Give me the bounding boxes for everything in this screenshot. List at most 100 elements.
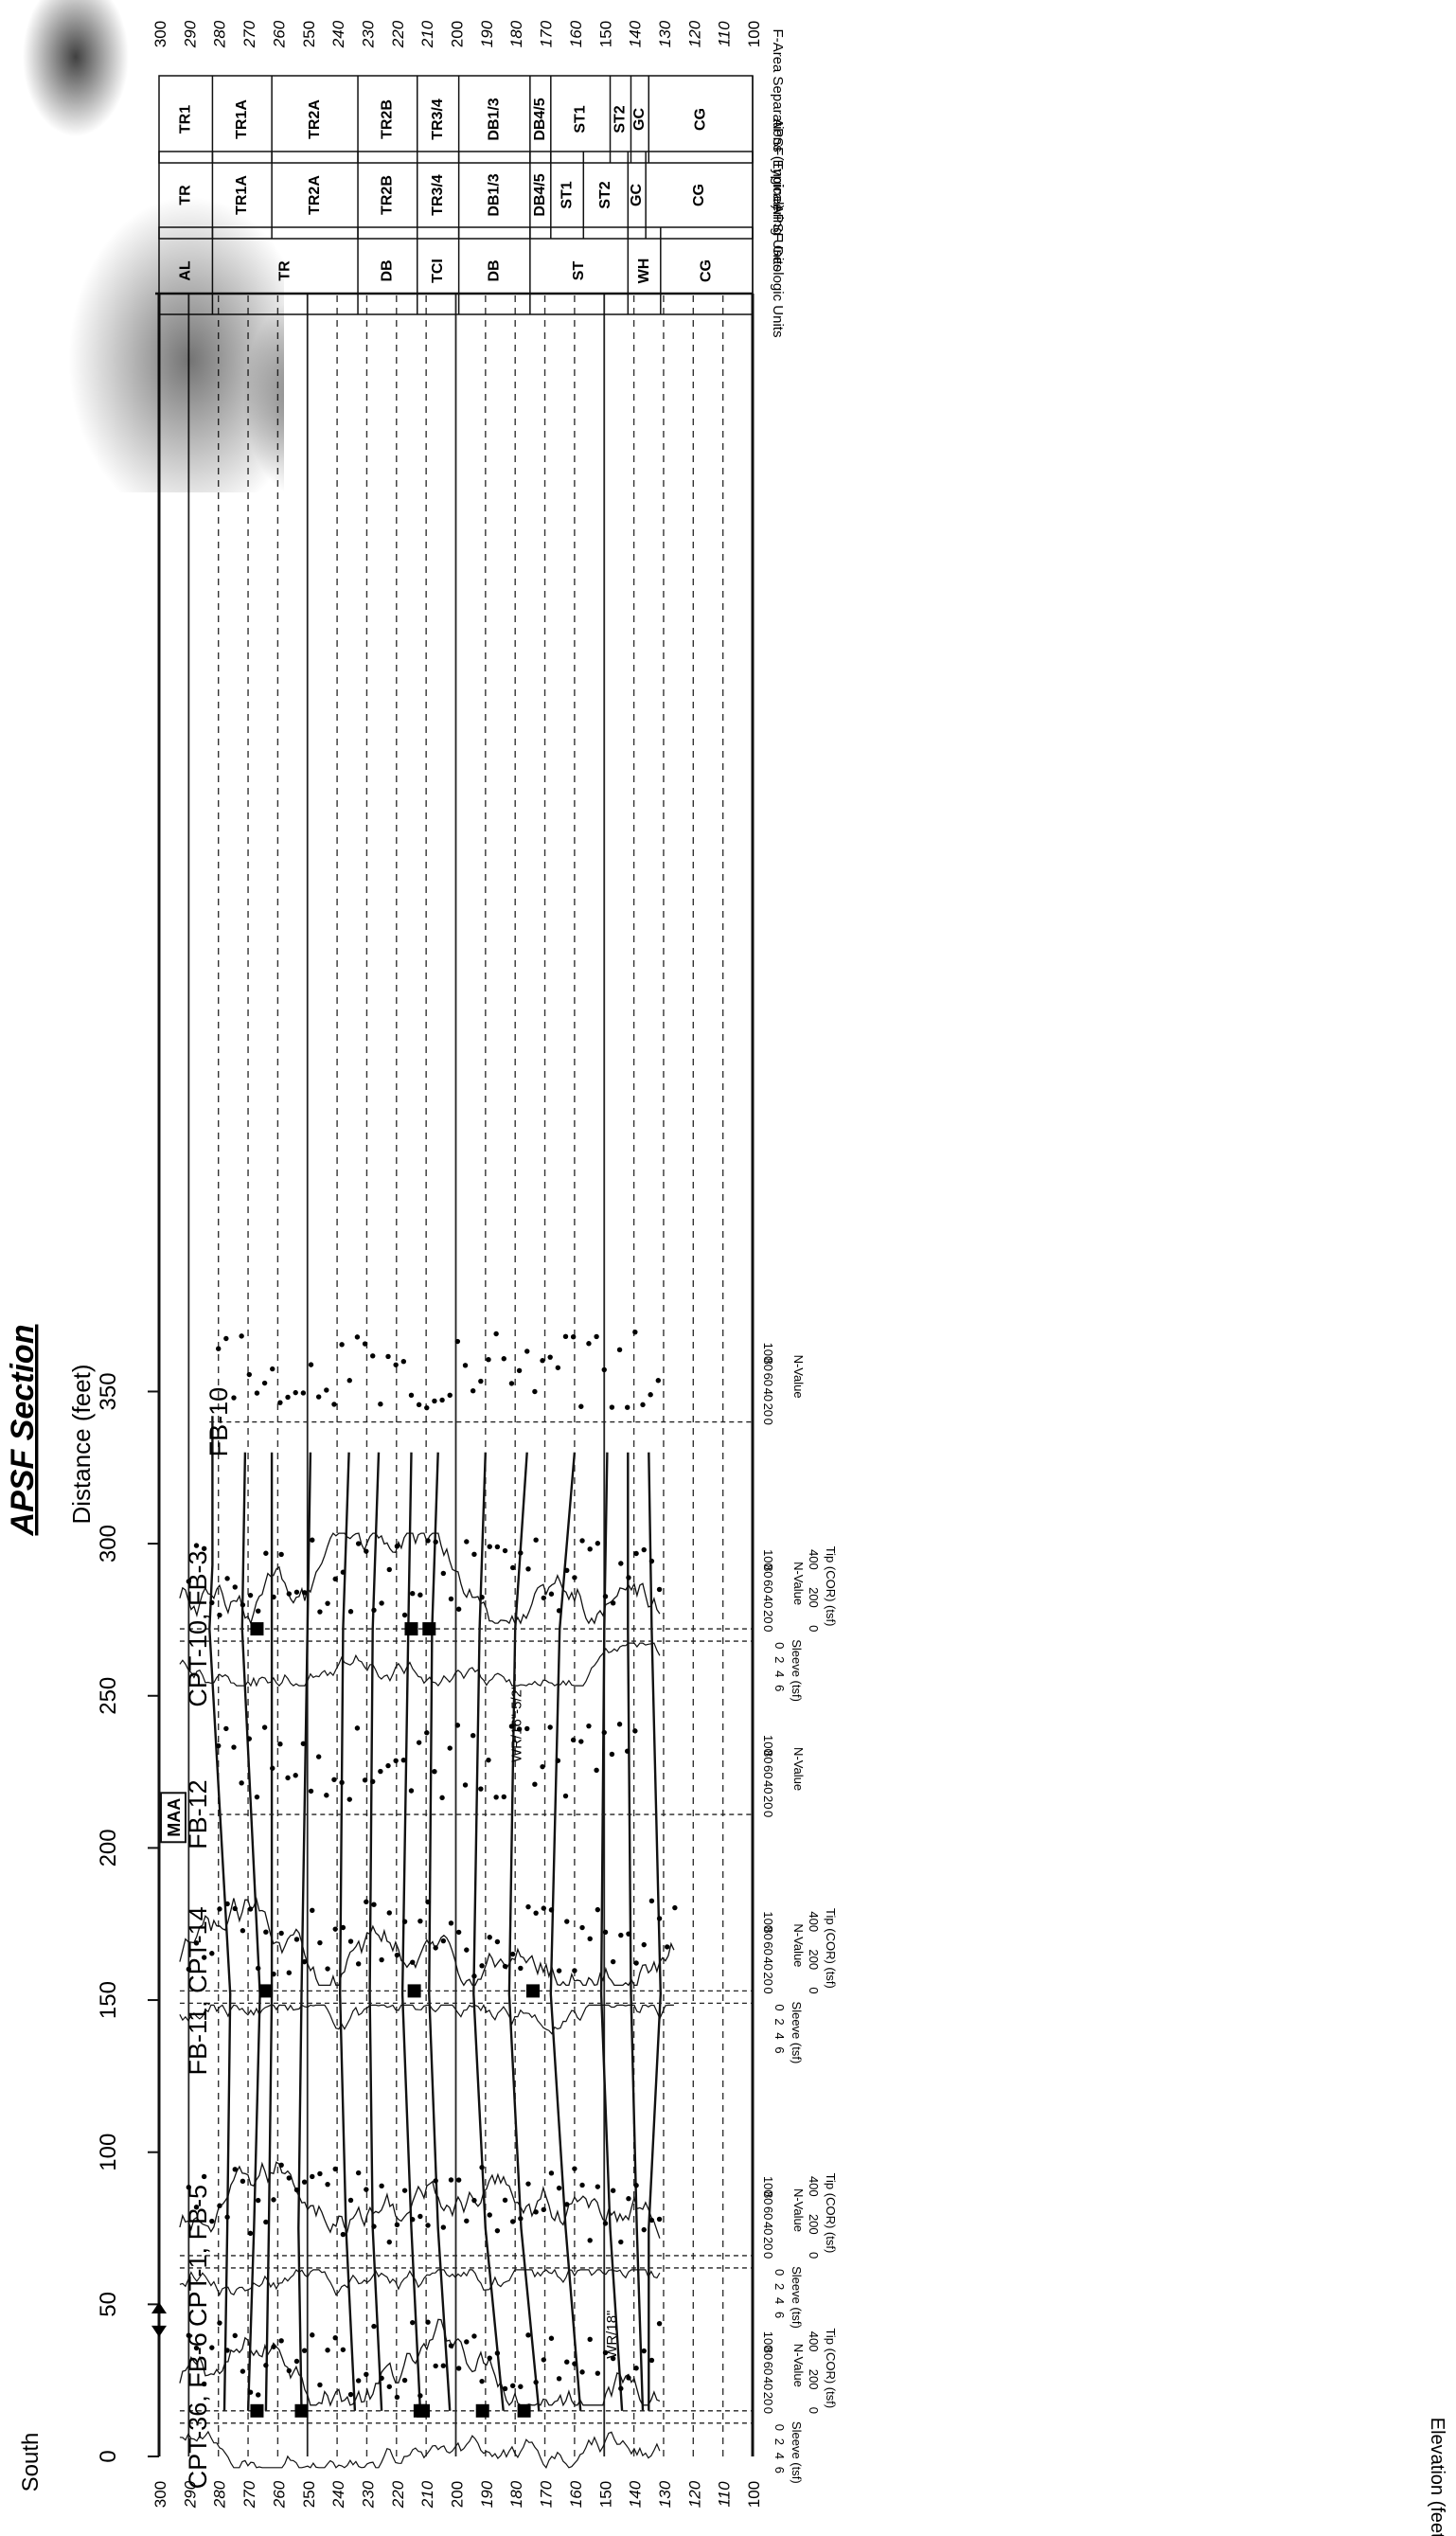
n-value-point — [310, 1537, 315, 1543]
n-value-point — [572, 1575, 577, 1581]
n-value-scale-label: N-Value — [791, 2188, 806, 2232]
elevation-axis-label: Elevation (feet) — [1427, 2418, 1447, 2536]
n-value-point — [595, 2370, 601, 2376]
n-value-point — [587, 2336, 593, 2343]
n-value-point — [470, 1387, 476, 1394]
n-value-tick-label: 80 — [761, 2347, 775, 2360]
n-value-point — [263, 2219, 269, 2225]
unit-label: DB1/3 — [486, 173, 502, 216]
boundary-line — [472, 1452, 505, 2411]
n-value-point — [339, 1342, 345, 1348]
n-value-point — [378, 1401, 383, 1407]
n-value-point — [532, 1388, 538, 1395]
n-value-point — [556, 1968, 562, 1973]
n-value-point — [425, 2319, 431, 2325]
n-value-point — [408, 1392, 415, 1399]
n-value-point — [232, 2167, 238, 2172]
boundary-line — [507, 1452, 541, 2411]
n-value-point — [370, 1778, 376, 1785]
boundary-line — [297, 1452, 312, 2411]
n-value-point — [625, 1404, 630, 1410]
tip-scale-label: Tip (COR) (tsf) — [824, 1908, 838, 1989]
sample-marker — [526, 1984, 541, 1998]
n-value-point — [217, 2203, 222, 2208]
n-value-point — [209, 2345, 215, 2350]
n-value-point — [278, 1551, 284, 1558]
n-value-point — [655, 1378, 662, 1384]
n-value-point — [672, 1904, 678, 1911]
n-value-point — [648, 1898, 655, 1904]
unit-label: AL — [177, 260, 193, 281]
elevation-tick-label-north: 190 — [478, 20, 496, 47]
n-value-point — [193, 2345, 200, 2351]
n-value-point — [385, 1762, 391, 1769]
n-value-point — [587, 2238, 593, 2243]
n-value-point — [595, 1906, 601, 1913]
elevation-tick-label-south: 250 — [300, 2481, 318, 2508]
unit-label: TR2A — [307, 99, 323, 139]
n-value-point — [525, 1903, 531, 1910]
sleeve-scale-label: Sleeve (tsf) — [790, 1639, 804, 1702]
unit-label: TR2A — [307, 175, 323, 215]
n-value-point — [256, 2197, 261, 2204]
n-value-point — [293, 1389, 298, 1396]
tip-scale-label: Tip (COR) (tsf) — [824, 1546, 838, 1627]
n-value-point — [278, 2162, 284, 2168]
n-value-point — [610, 1600, 616, 1606]
n-value-point — [454, 1338, 461, 1345]
n-value-point — [201, 2173, 207, 2180]
n-value-point — [186, 2185, 192, 2190]
sleeve-trace — [179, 1642, 661, 1688]
n-value-point — [455, 1929, 462, 1936]
distance-tick-label: 300 — [96, 1525, 121, 1563]
n-value-point — [416, 1402, 422, 1408]
sleeve-tick-label: 0 — [772, 2004, 787, 2010]
boundary-line — [648, 1452, 663, 2411]
n-value-point — [355, 2378, 362, 2384]
elevation-tick-label-north: 150 — [596, 21, 614, 47]
unit-label: ST2 — [597, 181, 613, 208]
n-value-point — [317, 2170, 323, 2177]
sample-marker — [404, 1622, 418, 1636]
n-value-point — [602, 2349, 609, 2356]
elevation-tick-label-north: 250 — [300, 21, 318, 47]
elevation-tick-label-north: 180 — [507, 20, 525, 47]
n-value-point — [516, 1726, 523, 1732]
elevation-tick-label-south: 210 — [418, 2480, 436, 2509]
n-value-point — [201, 1545, 207, 1551]
n-value-point — [616, 1722, 623, 1727]
n-value-point — [347, 1938, 354, 1944]
n-value-point — [401, 2377, 408, 2384]
unit-label: CG — [691, 184, 707, 206]
unit-label: TR3/4 — [430, 98, 446, 140]
unit-label: TR1 — [177, 105, 193, 134]
n-value-point — [246, 1371, 253, 1378]
n-value-point — [239, 1780, 244, 1786]
n-value-point — [494, 2227, 501, 2234]
n-value-point — [533, 1910, 539, 1916]
elevation-tick-label-south: 300 — [151, 2481, 169, 2508]
distance-tick-label: 150 — [96, 1981, 121, 2019]
n-value-tick-label: 20 — [761, 1795, 775, 1809]
n-value-point — [317, 2382, 323, 2388]
n-value-point — [471, 2333, 477, 2339]
n-value-point — [439, 1795, 445, 1801]
n-value-point — [355, 1961, 362, 1967]
n-value-point — [400, 1757, 407, 1763]
unit-label: DB4/5 — [532, 173, 548, 216]
unit-label: TR1A — [234, 99, 250, 139]
n-value-point — [626, 1931, 631, 1937]
n-value-tick-label: 20 — [761, 1403, 775, 1417]
elevation-tick-label-north: 220 — [389, 20, 407, 48]
n-value-point — [572, 2166, 577, 2171]
n-value-point — [416, 1740, 422, 1745]
n-value-point — [564, 1919, 570, 1924]
n-value-point — [186, 2332, 192, 2338]
n-value-point — [386, 2384, 392, 2389]
n-value-point — [232, 1905, 238, 1912]
elevation-tick-label-south: 290 — [181, 2480, 199, 2509]
tip-trace — [179, 2161, 661, 2239]
n-value-point — [541, 1905, 546, 1911]
n-value-point — [440, 2224, 447, 2230]
